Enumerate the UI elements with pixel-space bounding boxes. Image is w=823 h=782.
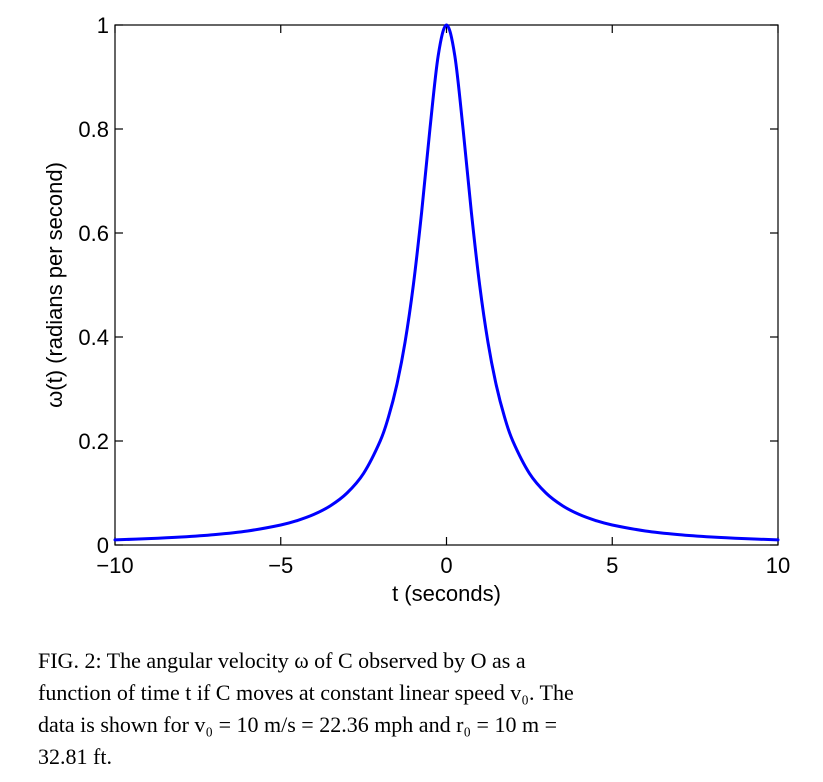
caption-line: 32.81 ft. — [38, 744, 112, 769]
x-axis-label: t (seconds) — [392, 581, 501, 606]
chart: −10 −5 0 5 10 0 0.2 0.4 0.6 0.8 1 t (seconds) ω(t… — [42, 13, 790, 606]
y-tick-labels: 0 0.2 0.4 0.6 0.8 1 — [78, 13, 109, 558]
y-tick-label: 0.6 — [78, 221, 109, 246]
caption-line: FIG. 2: The angular velocity ω of C obse… — [38, 648, 526, 673]
x-tick-labels: −10 −5 0 5 10 — [96, 553, 790, 578]
plot-area — [114, 24, 779, 546]
x-tick-label: 0 — [440, 553, 452, 578]
y-tick-label: 0.8 — [78, 117, 109, 142]
figure-caption: FIG. 2: The angular velocity ω of C obse… — [38, 645, 790, 773]
x-tick-label: −5 — [268, 553, 293, 578]
y-tick-label: 1 — [97, 13, 109, 38]
y-axis-label: ω(t) (radians per second) — [42, 162, 67, 408]
caption-line: data is shown for v₀ = 10 m/s = 22.36 mp… — [38, 712, 557, 737]
y-tick-label: 0.4 — [78, 325, 109, 350]
x-tick-label: −10 — [96, 553, 133, 578]
y-tick-label: 0 — [97, 533, 109, 558]
x-tick-label: 10 — [766, 553, 790, 578]
series-line — [113, 23, 780, 542]
x-tick-label: 5 — [606, 553, 618, 578]
caption-line: function of time t if C moves at constan… — [38, 680, 574, 705]
y-tick-label: 0.2 — [78, 429, 109, 454]
